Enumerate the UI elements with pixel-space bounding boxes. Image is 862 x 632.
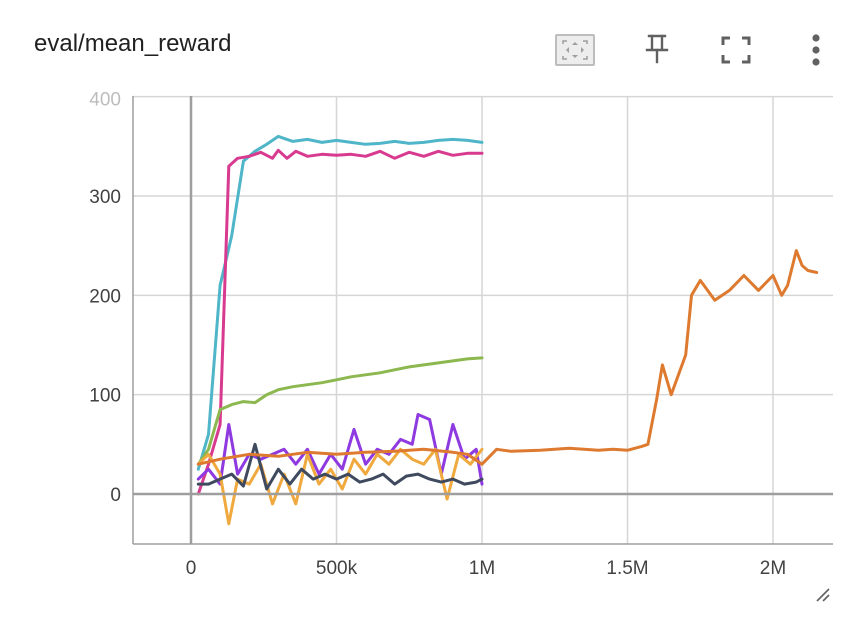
chart-title: eval/mean_reward: [34, 30, 232, 57]
y-tick-label: 200: [89, 286, 121, 307]
resize-handle[interactable]: [814, 586, 832, 604]
chart-ticks: 0 100 200 300 400 0 500k 1M 1.5M 2M: [89, 90, 786, 579]
x-tick-label: 500k: [316, 558, 358, 579]
series-line-3: [196, 413, 484, 486]
resize-icon: [816, 588, 830, 602]
y-tick-label: 400: [89, 90, 121, 111]
y-tick-label: 100: [89, 386, 121, 407]
series-line-5: [196, 442, 484, 491]
series-line-1: [196, 148, 484, 496]
fullscreen-button[interactable]: [718, 34, 754, 66]
more-options-button[interactable]: [806, 31, 826, 69]
series-line-6: [196, 249, 819, 466]
series-line-2: [196, 356, 484, 466]
fit-domain-button[interactable]: [555, 34, 595, 66]
pin-icon: [645, 34, 669, 64]
series-line-4: [196, 447, 484, 526]
chart-axes: [132, 96, 833, 545]
x-tick-label: 0: [186, 558, 197, 579]
x-tick-label: 1M: [469, 558, 495, 579]
more-vert-icon: [812, 34, 820, 66]
chart-grid: [133, 95, 833, 544]
pin-button[interactable]: [640, 31, 674, 67]
y-tick-label: 300: [89, 187, 121, 208]
y-tick-label: 0: [110, 485, 121, 506]
fit-domain-icon: [562, 40, 588, 60]
x-tick-label: 2M: [760, 558, 786, 579]
fullscreen-icon: [721, 36, 751, 64]
series-line-0: [196, 134, 484, 471]
x-tick-label: 1.5M: [606, 558, 648, 579]
chart-series: [196, 134, 819, 526]
